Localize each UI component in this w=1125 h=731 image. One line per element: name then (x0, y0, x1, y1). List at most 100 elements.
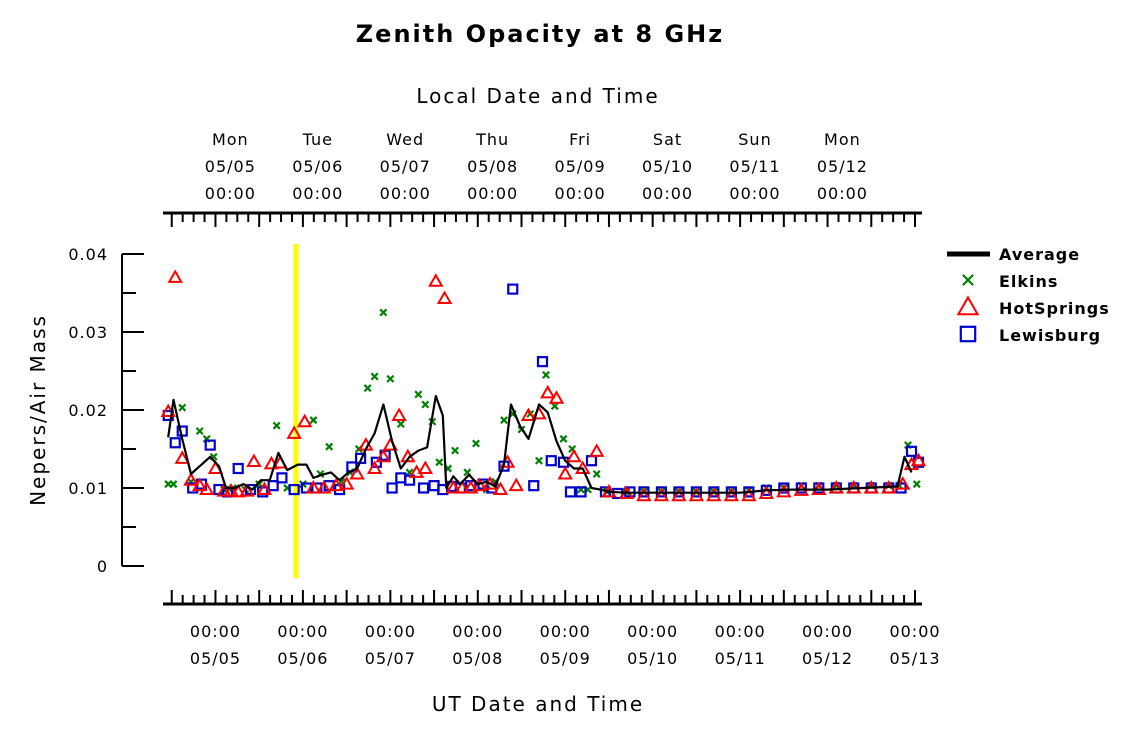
top-tick-time: 00:00 (292, 184, 343, 203)
top-x-axis-title: Local Date and Time (416, 84, 659, 108)
chart-title: Zenith Opacity at 8 GHz (356, 20, 724, 48)
data-point-hotsprings (256, 481, 273, 496)
top-tick-date: 05/08 (467, 157, 518, 176)
data-point-elkins-stroke (405, 468, 414, 477)
bottom-x-axis-title: UT Date and Time (432, 692, 644, 716)
top-tick-weekday: Sat (653, 130, 682, 149)
bottom-tick-date: 05/13 (889, 649, 940, 668)
bottom-tick-time: 00:00 (452, 622, 503, 641)
data-point-lewisburg (564, 486, 577, 498)
data-point-elkins-stroke (451, 446, 460, 455)
data-point-elkins-stroke (904, 441, 912, 450)
data-point-hotsprings (296, 413, 313, 428)
top-tick-date: 05/09 (555, 157, 606, 176)
series-layer (160, 269, 927, 502)
bottom-tick-time: 00:00 (715, 622, 766, 641)
data-point-elkins-stroke (309, 416, 318, 425)
top-tick-date: 05/05 (205, 157, 256, 176)
top-tick-date: 05/10 (642, 157, 693, 176)
data-point-elkins-stroke (912, 480, 921, 489)
data-point-hotsprings (174, 450, 190, 464)
data-point-hotsprings (566, 448, 582, 463)
data-point-hotsprings (508, 477, 524, 492)
top-tick-time: 00:00 (817, 184, 868, 203)
data-point-hotsprings (828, 479, 845, 494)
data-point-elkins-stroke (463, 468, 472, 477)
legend-swatch-elkins (962, 274, 974, 286)
top-tick-weekday: Tue (302, 130, 333, 149)
data-point-hotsprings (198, 481, 215, 496)
data-point-lewisburg (403, 474, 416, 486)
axes-layer: 0 0.01 0.02 0.03 0.04 00:00 05/05 00:00 05/06 00:… (68, 130, 940, 668)
data-point-elkins-stroke (195, 427, 204, 436)
legend-swatch-elkins-stroke (962, 274, 974, 286)
legend-label-hotsprings: HotSprings (999, 299, 1110, 318)
data-point-elkins (542, 370, 550, 379)
legend-swatch-hotsprings (956, 295, 980, 316)
data-point-lewisburg (507, 283, 519, 295)
top-tick-weekday: Thu (475, 130, 509, 149)
top-tick-date: 05/06 (292, 157, 343, 176)
legend-label-average: Average (999, 245, 1080, 264)
top-tick-time: 00:00 (555, 184, 606, 203)
data-point-hotsprings (471, 477, 488, 492)
data-point-hotsprings (653, 487, 670, 502)
data-point-lewisburg (232, 462, 244, 475)
top-tick-time: 00:00 (467, 184, 518, 203)
top-tick-time: 00:00 (729, 184, 780, 203)
data-point-hotsprings (557, 465, 573, 480)
bottom-tick-time: 00:00 (802, 622, 853, 641)
data-point-hotsprings (192, 477, 208, 492)
data-point-hotsprings (671, 487, 687, 502)
legend-label-lewisburg: Lewisburg (999, 326, 1101, 345)
data-point-elkins-stroke (559, 434, 568, 443)
data-point-elkins (912, 480, 921, 489)
data-point-hotsprings (636, 487, 652, 502)
data-point-lewisburg (204, 439, 216, 451)
data-point-elkins (325, 442, 334, 451)
data-point-hotsprings (741, 487, 757, 502)
data-point-elkins (592, 469, 601, 478)
data-point-elkins (272, 421, 281, 430)
data-point-elkins (500, 416, 509, 425)
bottom-tick-time: 00:00 (277, 622, 328, 641)
data-point-elkins-stroke (396, 420, 405, 429)
data-point-hotsprings (688, 487, 705, 502)
top-tick-weekday: Wed (386, 130, 424, 149)
data-point-hotsprings (366, 460, 383, 474)
data-point-hotsprings (375, 448, 392, 463)
data-point-hotsprings (588, 443, 605, 457)
data-point-hotsprings (230, 483, 246, 498)
data-point-lewisburg (528, 480, 540, 492)
data-point-elkins (421, 400, 430, 409)
bottom-tick-date: 05/12 (802, 649, 853, 668)
data-point-lewisburg (545, 455, 557, 467)
data-point-hotsprings (417, 460, 434, 474)
data-point-lewisburg (778, 482, 790, 494)
data-point-lewisburg (585, 455, 598, 467)
data-point-elkins-stroke (421, 400, 430, 409)
bottom-tick-time: 00:00 (365, 622, 416, 641)
data-point-hotsprings (492, 481, 509, 496)
data-point-hotsprings (436, 290, 453, 304)
bottom-tick-date: 05/08 (452, 649, 503, 668)
data-point-lewisburg (905, 445, 918, 457)
data-point-hotsprings (239, 483, 255, 497)
data-point-elkins (435, 458, 444, 467)
y-tick-label: 0.01 (68, 479, 108, 498)
data-point-hotsprings (706, 487, 722, 502)
data-point-hotsprings (246, 453, 262, 467)
data-point-elkins (396, 420, 405, 429)
data-point-lewisburg (536, 356, 549, 368)
data-point-elkins-stroke (178, 403, 187, 412)
bottom-tick-date: 05/05 (190, 649, 241, 668)
data-point-elkins (169, 480, 178, 489)
data-point-elkins-stroke (550, 402, 559, 411)
data-point-elkins (178, 403, 187, 412)
data-point-elkins (379, 308, 388, 317)
bottom-tick-date: 05/11 (715, 649, 766, 668)
data-point-hotsprings (540, 384, 556, 399)
data-point-lewisburg (417, 482, 430, 494)
data-point-elkins (255, 480, 264, 489)
